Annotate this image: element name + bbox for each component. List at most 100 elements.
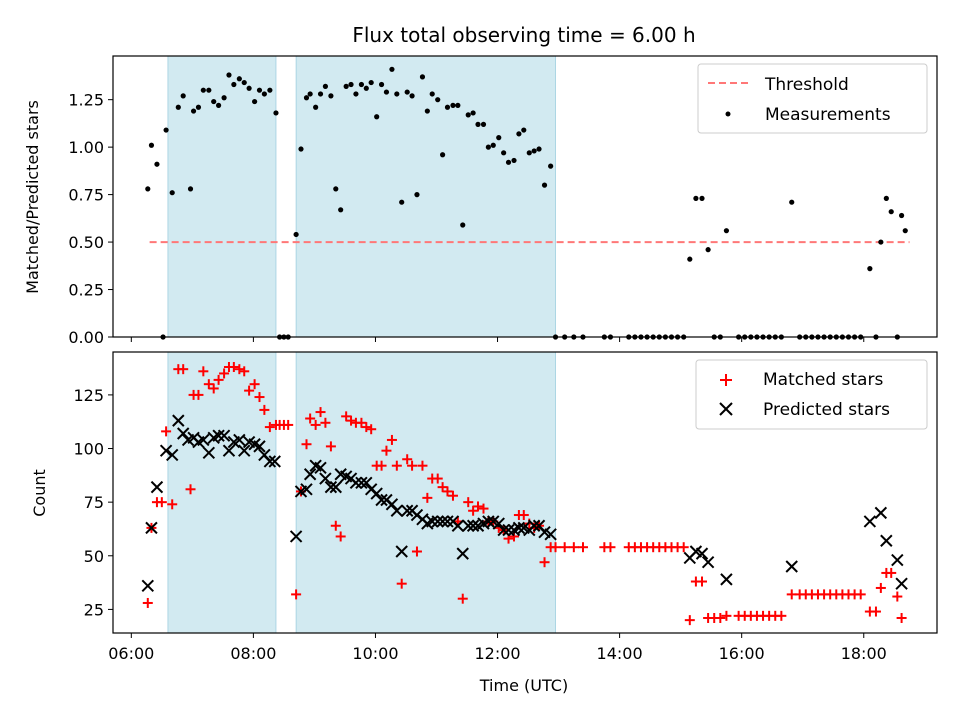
measurement-point [175,104,181,110]
measurement-point [169,190,175,196]
y-tick-label: 100 [73,440,104,459]
predicted-star-marker [268,455,281,468]
top-y-ticks: 0.00 0.25 0.50 0.75 1.00 1.25 [68,91,113,347]
matched-star-marker [208,383,219,394]
matched-star-marker [142,597,153,608]
legend-measurements-swatch [725,111,731,117]
measurement-point [231,81,237,88]
measurement-point [389,66,395,72]
measurement-point [444,104,451,110]
measurement-point [501,150,507,156]
measurement-point [163,127,169,133]
predicted-star-marker [441,515,454,528]
matched-star-marker [432,473,443,484]
matched-stars-series [142,362,907,626]
y-tick-label: 0.25 [68,281,104,300]
top-plot-frame [112,55,938,338]
matched-star-marker [156,497,167,508]
y-tick-label: 0.00 [68,328,104,347]
predicted-star-marker [874,506,888,520]
matched-star-marker [855,589,866,600]
measurement-point [480,121,487,127]
matched-star-marker [325,441,336,452]
matched-star-marker [684,615,695,626]
measurement-point [206,87,212,93]
measurement-point [353,91,359,97]
matched-star-marker [335,531,346,542]
top-y-axis-label: Matched/Predicted stars [23,100,42,294]
predicted-star-marker [400,504,414,517]
top-legend: Threshold Measurements [697,63,928,134]
predicted-star-marker [370,487,383,500]
predicted-star-marker [329,480,342,494]
matched-star-marker [518,510,529,521]
matched-star-marker [391,460,402,471]
matched-star-marker [896,612,907,623]
measurement-point [273,110,279,116]
predicted-star-marker [482,515,495,528]
measurement-point [145,186,151,192]
legend-measurements-label: Measurements [765,105,891,125]
measurement-point [404,89,410,95]
measurement-point [460,222,466,228]
matched-star-marker [167,499,178,510]
y-tick-label: 1.25 [68,91,104,110]
measurement-point [883,195,889,201]
measurement-point [190,108,197,114]
measurement-point [414,192,420,198]
predicted-star-marker [324,480,338,494]
top-x-ticks [130,337,865,342]
matched-star-marker [678,542,689,553]
measurement-point [343,83,349,89]
matched-star-marker [291,589,302,600]
bottom-y-ticks: 25 50 75 100 125 [73,386,113,619]
matched-star-marker [886,567,897,578]
matched-star-marker [605,542,616,553]
measurement-point [317,91,324,97]
matched-star-marker [219,368,230,379]
measurement-point [541,182,548,188]
measurement-point [338,207,344,213]
measurement-point [490,142,496,148]
matched-star-marker [715,612,726,623]
matched-star-marker [193,389,204,400]
measurement-point [293,231,299,238]
measurement-point [505,159,512,165]
measurement-point [429,91,435,97]
predicted-star-marker [385,498,399,511]
measurement-point [455,102,461,108]
measurement-point [378,81,385,88]
measurement-point [419,74,426,80]
bottom-shaded-regions [167,351,556,634]
measurement-point [409,93,415,99]
predicted-star-marker [456,547,469,560]
matched-star-marker [244,385,255,396]
matched-star-marker [305,413,316,424]
predicted-star-marker [349,476,363,490]
matched-star-marker [568,542,579,553]
legend-matched-swatch [720,374,732,386]
x-tick-label: 16:00 [719,644,765,663]
y-tick-label: 0.50 [68,233,104,252]
legend-matched-label: Matched stars [763,370,883,390]
predicted-star-marker [222,444,236,457]
chart-title: Flux total observing time = 6.00 h [352,23,695,47]
bottom-panel: 25 50 75 100 125 06:00 08:00 10:00 12:00 14:00 16… [30,351,938,695]
measurement-point [211,98,217,105]
top-legend-box [697,63,928,134]
measurement-point [374,114,380,120]
matched-star-marker [264,422,275,433]
measurement-point [363,85,369,91]
matched-star-marker [411,546,422,557]
matched-star-marker [381,445,392,456]
predicted-star-marker [289,530,303,543]
predicted-star-marker [544,528,557,541]
y-tick-label: 50 [84,547,104,566]
measurement-point [322,83,329,89]
predicted-star-marker [176,427,190,440]
measurement-point [521,127,527,133]
predicted-star-marker [462,519,475,532]
predicted-star-marker [880,534,893,547]
measurement-point [307,91,313,97]
matched-star-marker [417,460,428,471]
